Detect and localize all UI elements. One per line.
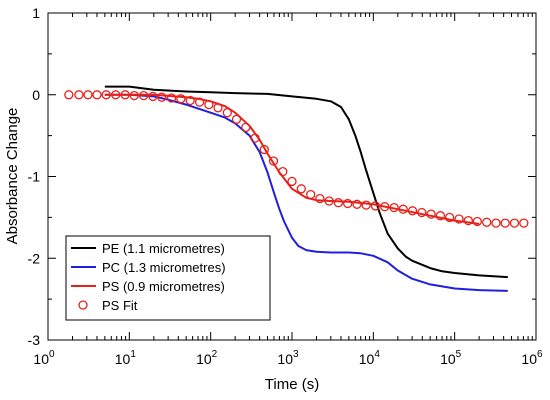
data-point [463,215,473,226]
data-point [519,218,529,228]
data-point [444,212,455,223]
data-point [101,90,111,100]
x-tick-base: 10 [359,351,375,367]
data-point [287,176,297,187]
y-tick-label: 0 [32,87,40,103]
x-tick-label: 106 [521,349,543,367]
data-point [500,218,510,228]
x-tick-label: 104 [359,349,381,367]
y-tick-label: -1 [28,169,41,185]
x-tick-exponent: 4 [374,349,380,360]
data-point [435,211,446,221]
data-point [250,133,260,143]
data-point [241,122,251,133]
data-point [333,198,344,208]
x-tick-exponent: 1 [130,349,136,360]
data-point [259,144,269,155]
data-point [194,97,205,107]
y-tick-label: 1 [32,5,40,21]
legend: PE (1.1 micrometres) PC (1.3 micrometres)… [65,235,271,321]
data-point [482,217,492,227]
data-point [315,193,325,204]
data-point [352,199,362,209]
x-tick-base: 10 [277,351,293,367]
data-point [361,200,371,210]
data-point [343,198,353,209]
data-point [222,108,232,118]
data-point [204,99,214,110]
data-point [426,209,436,219]
y-tick-label: -2 [28,250,41,266]
data-point [296,184,306,194]
legend-marker-swatch [78,300,88,310]
x-tick-label: 103 [277,349,299,367]
x-axis-label: Time (s) [265,376,319,393]
series-line-0 [104,85,508,279]
x-tick-exponent: 6 [537,349,543,360]
y-axis: 1 0 -1 -2 -3 [28,5,536,348]
data-point [231,114,242,124]
plot-marks [64,85,529,292]
data-point [306,189,316,200]
data-point [417,207,427,218]
x-tick-label: 102 [196,349,218,367]
data-point [407,206,418,216]
x-tick-base: 10 [196,351,212,367]
series-line-2 [104,93,480,225]
data-point [491,218,501,228]
x-tick-base: 10 [33,351,49,367]
data-point [389,202,399,213]
legend-label: PS Fit [102,298,138,313]
x-tick-label: 101 [115,349,137,367]
x-tick-exponent: 5 [456,349,462,360]
y-axis-label: Absorbance Change [4,108,21,245]
legend-label: PC (1.3 micrometres) [102,260,226,275]
data-point [120,90,130,100]
data-point [380,202,390,212]
x-tick-exponent: 0 [49,349,55,360]
data-point [129,90,139,101]
data-point [278,166,288,177]
x-tick-exponent: 3 [293,349,299,360]
x-tick-base: 10 [440,351,456,367]
x-tick-label: 105 [440,349,462,367]
data-point [268,156,279,166]
data-point [111,90,121,100]
data-point [148,91,158,102]
data-point [157,92,167,102]
data-point [509,218,520,228]
data-point [398,204,408,214]
x-tick-exponent: 2 [212,349,218,360]
data-point [472,216,482,227]
data-point [83,90,93,100]
legend-box [65,235,271,321]
data-point [324,196,334,206]
data-point [176,94,186,104]
x-tick-label: 100 [33,349,55,367]
data-point [64,90,74,100]
data-point [92,90,102,100]
legend-label: PS (0.9 micrometres) [102,279,225,294]
legend-label: PE (1.1 micrometres) [102,241,225,256]
data-point [185,95,195,106]
data-point [166,93,177,103]
data-point [454,214,464,224]
y-tick-label: -3 [28,332,41,348]
series-line-1 [104,93,508,292]
x-tick-base: 10 [115,351,131,367]
data-point [74,90,84,100]
data-point [139,90,149,101]
x-axis: 100 101 102 103 104 105 106 [33,13,543,367]
x-tick-base: 10 [521,351,537,367]
data-point [370,201,381,211]
data-point [213,103,223,113]
